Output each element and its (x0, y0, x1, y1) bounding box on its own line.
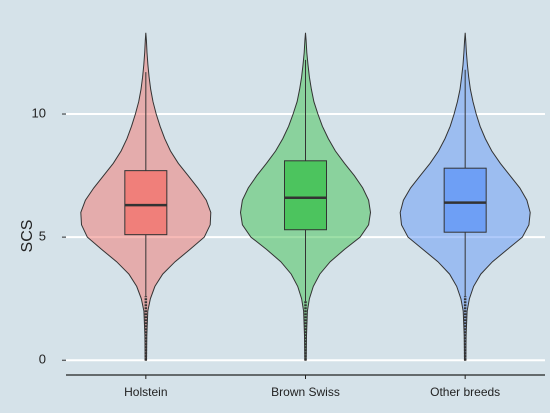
y-tick-label: 10 (32, 105, 46, 120)
y-tick-label: 0 (39, 352, 46, 367)
x-tick-label: Brown Swiss (271, 385, 340, 399)
box (443, 167, 487, 233)
x-tick-label: Other breeds (430, 385, 500, 399)
x-tick-label: Holstein (124, 385, 167, 399)
y-tick-label: 5 (39, 229, 46, 244)
box (124, 170, 168, 236)
y-axis-label: SCS (19, 220, 36, 253)
box (284, 160, 327, 231)
